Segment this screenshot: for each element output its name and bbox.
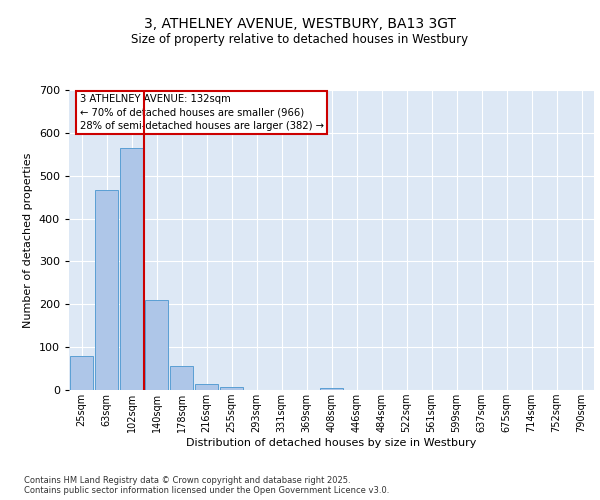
X-axis label: Distribution of detached houses by size in Westbury: Distribution of detached houses by size … bbox=[187, 438, 476, 448]
Bar bbox=[70, 356, 94, 390]
Text: 3, ATHELNEY AVENUE, WESTBURY, BA13 3GT: 3, ATHELNEY AVENUE, WESTBURY, BA13 3GT bbox=[144, 18, 456, 32]
Y-axis label: Number of detached properties: Number of detached properties bbox=[23, 152, 33, 328]
Text: 3 ATHELNEY AVENUE: 132sqm
← 70% of detached houses are smaller (966)
28% of semi: 3 ATHELNEY AVENUE: 132sqm ← 70% of detac… bbox=[79, 94, 323, 131]
Bar bbox=[320, 388, 343, 390]
Bar bbox=[145, 300, 169, 390]
Bar bbox=[95, 190, 118, 390]
Bar bbox=[119, 148, 143, 390]
Text: Contains HM Land Registry data © Crown copyright and database right 2025.
Contai: Contains HM Land Registry data © Crown c… bbox=[24, 476, 389, 495]
Bar bbox=[194, 384, 218, 390]
Text: Size of property relative to detached houses in Westbury: Size of property relative to detached ho… bbox=[131, 32, 469, 46]
Bar bbox=[220, 387, 244, 390]
Bar bbox=[170, 366, 193, 390]
